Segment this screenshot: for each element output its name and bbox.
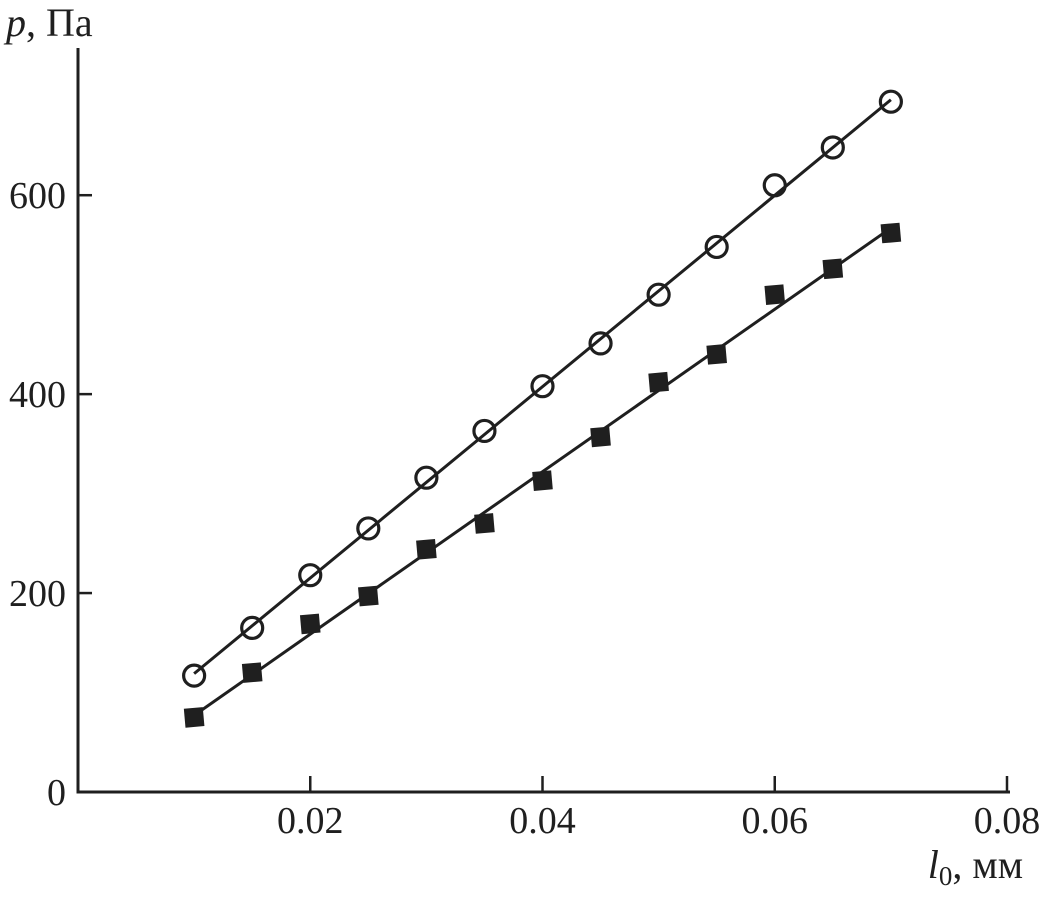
square-marker <box>299 613 321 635</box>
circle-marker <box>588 331 613 356</box>
square-marker <box>764 284 786 305</box>
y-tick-label: 600 <box>9 175 66 217</box>
circle-marker <box>298 563 323 588</box>
x-axis-variable: l <box>927 842 939 887</box>
square-marker <box>532 470 553 491</box>
x-tick-label: 0.02 <box>277 800 344 842</box>
square-marker <box>474 513 495 534</box>
square-marker <box>416 539 437 560</box>
circle-marker <box>762 173 787 198</box>
x-axis-unit: , мм <box>952 842 1023 887</box>
square-marker <box>241 662 263 683</box>
y-axis-variable: p <box>6 0 26 45</box>
circle-marker <box>472 418 497 444</box>
circle-marker <box>356 516 381 541</box>
circle-marker <box>820 135 845 160</box>
square-marker <box>880 222 902 244</box>
x-tick-label: 0.04 <box>509 800 576 842</box>
circle-marker <box>530 374 555 399</box>
x-axis-label: l0, мм <box>928 843 1023 892</box>
circle-marker <box>704 234 729 260</box>
x-tick-label: 0.08 <box>974 800 1041 842</box>
y-tick-label: 200 <box>9 573 66 615</box>
y-axis-unit: , Па <box>26 0 93 45</box>
circle-marker <box>240 615 265 640</box>
square-marker <box>648 371 669 393</box>
square-marker <box>358 585 379 607</box>
circle-marker <box>878 89 903 114</box>
square-marker <box>183 707 205 728</box>
y-tick-label: 0 <box>47 772 66 814</box>
circle-marker <box>182 663 207 688</box>
circle-marker <box>646 282 671 307</box>
circle-marker <box>414 465 439 490</box>
y-axis-label: p, Па <box>6 1 93 45</box>
square-marker <box>706 344 727 365</box>
square-marker <box>590 426 611 448</box>
y-tick-label: 400 <box>9 374 66 416</box>
x-tick-label: 0.06 <box>742 800 809 842</box>
x-axis-subscript: 0 <box>938 861 953 891</box>
square-marker <box>822 258 844 280</box>
